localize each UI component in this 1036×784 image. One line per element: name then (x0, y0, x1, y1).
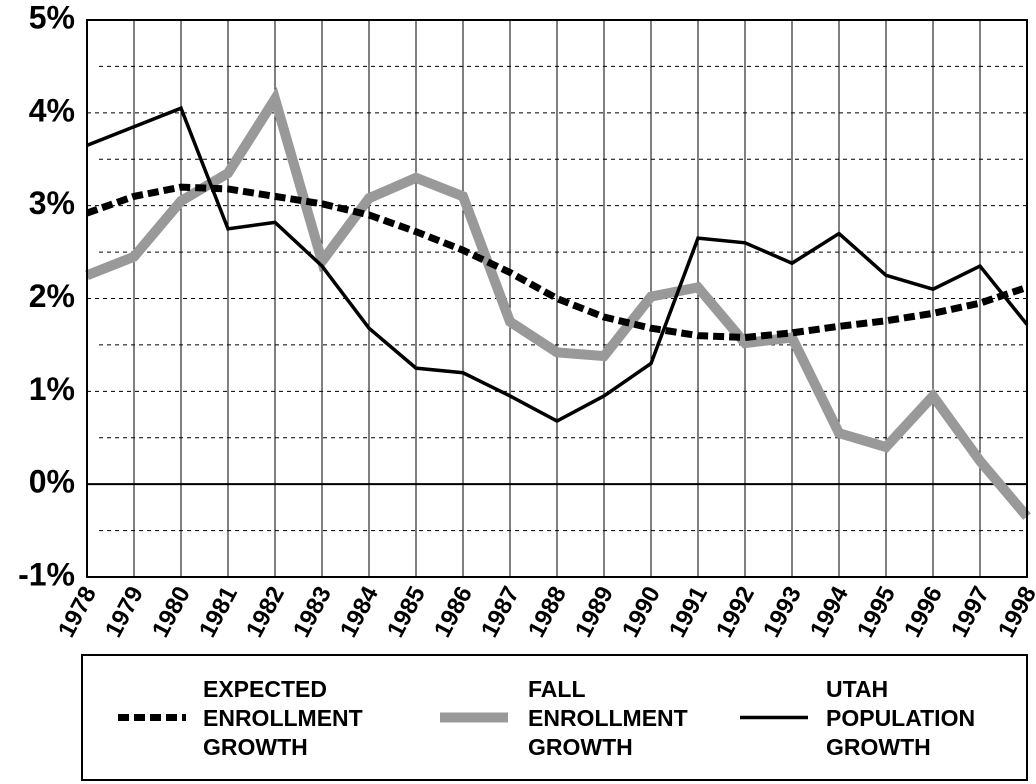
y-tick-label: -1% (18, 556, 75, 592)
x-tick-label: 1997 (946, 582, 995, 642)
x-tick-label: 1992 (711, 582, 760, 642)
x-tick-label: 1998 (993, 582, 1036, 642)
legend-label: UTAH POPULATION GROWTH (826, 676, 976, 760)
x-tick-label: 1987 (476, 582, 525, 642)
x-tick-label: 1980 (147, 582, 196, 642)
legend-box (81, 654, 1028, 781)
series-line (85, 183, 1029, 341)
legend-label: EXPECTED ENROLLMENT GROWTH (203, 676, 363, 760)
x-tick-label: 1981 (194, 582, 243, 642)
x-tick-label: 1991 (664, 582, 713, 642)
series-line (86, 105, 1029, 424)
x-tick-label: 1995 (852, 582, 901, 642)
x-tick-label: 1988 (523, 582, 572, 642)
x-tick-label: 1979 (100, 582, 149, 642)
plot-frame (86, 19, 1028, 578)
x-tick-label: 1996 (899, 582, 948, 642)
x-tick-label: 1994 (805, 582, 854, 642)
y-tick-label: 4% (29, 92, 75, 128)
x-tick-label: 1989 (570, 582, 619, 642)
x-tick-label: 1984 (335, 582, 384, 642)
x-tick-label: 1986 (429, 582, 478, 642)
series-line (85, 86, 1031, 520)
legend-label: FALL ENROLLMENT GROWTH (528, 676, 688, 760)
y-tick-label: 3% (29, 185, 75, 221)
y-tick-label: 0% (29, 464, 75, 500)
x-tick-label: 1983 (288, 582, 337, 642)
x-tick-label: 1985 (382, 582, 431, 642)
y-tick-label: 1% (29, 371, 75, 407)
x-tick-label: 1993 (758, 582, 807, 642)
x-tick-label: 1982 (241, 582, 290, 642)
x-tick-label: 1990 (617, 582, 666, 642)
y-tick-label: 5% (29, 0, 75, 35)
y-tick-label: 2% (29, 278, 75, 314)
